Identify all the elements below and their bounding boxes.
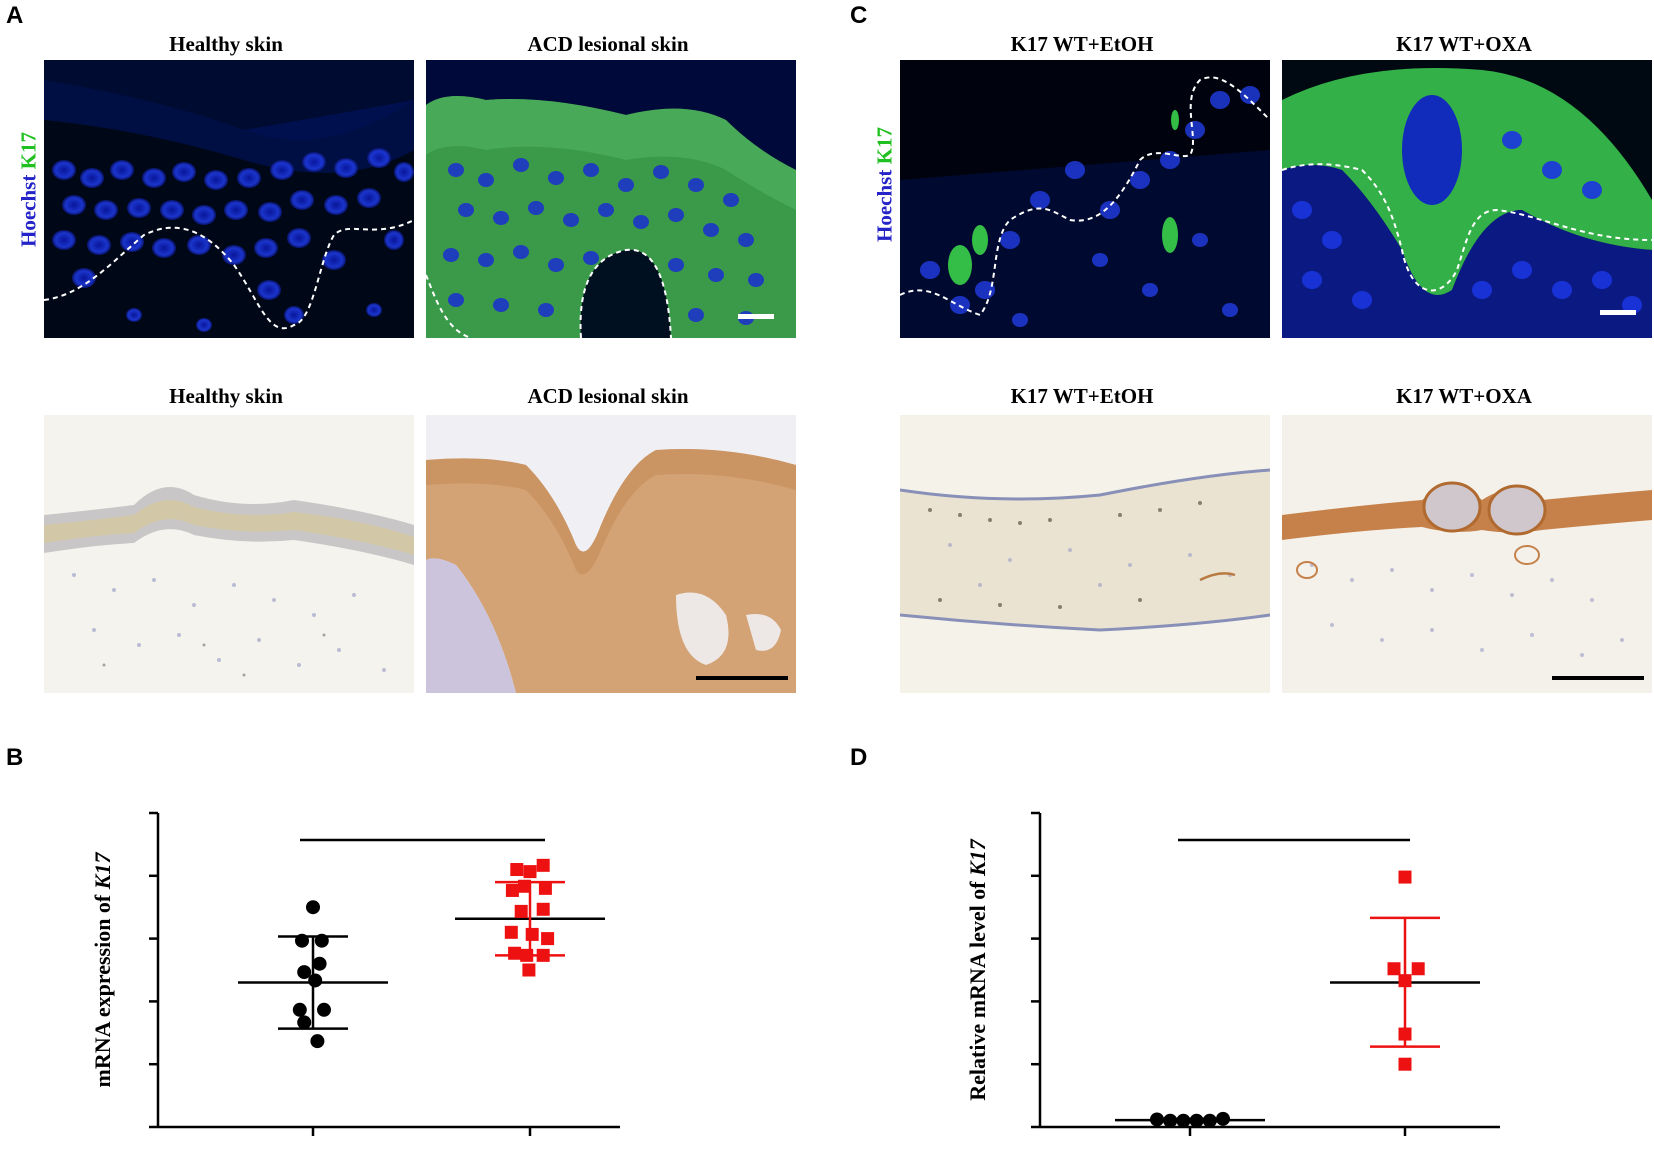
y-axis-label-gene: K17 [90,852,115,891]
panel-a-title-healthy-fluor: Healthy skin [169,32,283,56]
micrograph-etoh-ihc [900,415,1270,693]
data-point [504,925,518,939]
panel-c-title-oxa-ihc: K17 WT+OXA [1396,384,1532,408]
data-point [1202,1113,1217,1128]
y-axis-label-text: Relative mRNA level of [965,876,990,1101]
micrograph-oxa-fluorescence [1282,60,1652,338]
data-point [306,900,320,915]
data-point [522,963,536,977]
panel-a-title-healthy-ihc: Healthy skin [169,384,283,408]
data-point [505,883,519,897]
data-point [1398,1027,1412,1041]
panel-label-b: B [6,744,24,771]
data-point [297,965,312,980]
etoh-fluor-image [900,60,1270,338]
panel-label-c: C [850,2,868,29]
data-point [1189,1113,1204,1128]
data-point [292,1002,307,1017]
y-axis-label: mRNA expression of K17 [90,852,115,1088]
micrograph-acd-ihc [426,415,796,693]
scale-bar [1600,310,1636,315]
oxa-fluor-image [1282,60,1652,338]
data-point [1163,1113,1178,1128]
data-point [1411,962,1425,976]
data-point [1150,1112,1164,1127]
data-point [508,946,522,960]
micrograph-etoh-fluorescence [900,60,1270,338]
micrograph-oxa-ihc [1282,415,1652,693]
data-point [1216,1111,1230,1126]
data-point [1176,1113,1191,1128]
panel-a-title-acd-ihc: ACD lesional skin [527,384,689,408]
micrograph-healthy-ihc [44,415,414,693]
panel-a-title-acd-fluor: ACD lesional skin [527,32,689,56]
data-point [310,1034,325,1049]
panel-c-title-etoh-fluor: K17 WT+EtOH [1010,32,1154,56]
acd-fluor-image [426,60,796,338]
micrograph-healthy-fluorescence [44,60,414,338]
y-axis-label: Relative mRNA level of K17 [965,838,990,1101]
scale-bar [696,676,788,680]
data-point [308,973,323,988]
data-point [514,904,528,918]
data-point [541,932,555,946]
scale-bar [1552,676,1644,680]
data-point [1398,870,1412,884]
oxa-ihc-image [1282,415,1652,693]
micrograph-acd-fluorescence [426,60,796,338]
data-point [523,865,537,879]
acd-ihc-image [426,415,796,693]
y-axis-label-gene: K17 [965,838,990,877]
healthy-fluor-image [44,60,414,338]
etoh-ihc-image [900,415,1270,693]
data-point [312,956,327,971]
data-point [536,858,550,872]
data-point [520,948,534,962]
data-point [538,881,552,895]
y-axis-label-text: mRNA expression of [90,889,115,1087]
data-point [525,927,539,941]
panel-label-a: A [6,2,24,29]
scale-bar [738,314,774,319]
data-point [510,863,524,877]
data-point [1398,1057,1412,1071]
data-point [314,933,329,948]
panel-label-d: D [850,744,868,771]
data-point [297,1015,312,1030]
data-point [536,948,550,962]
panel-c-title-oxa-fluor: K17 WT+OXA [1396,32,1532,56]
data-point [1387,962,1401,976]
panel-c-title-etoh-ihc: K17 WT+EtOH [1010,384,1154,408]
data-point [1398,974,1412,988]
healthy-ihc-image [44,415,414,693]
data-point [536,902,550,916]
data-point [295,933,309,948]
data-point [317,1002,331,1017]
data-point [518,879,531,893]
